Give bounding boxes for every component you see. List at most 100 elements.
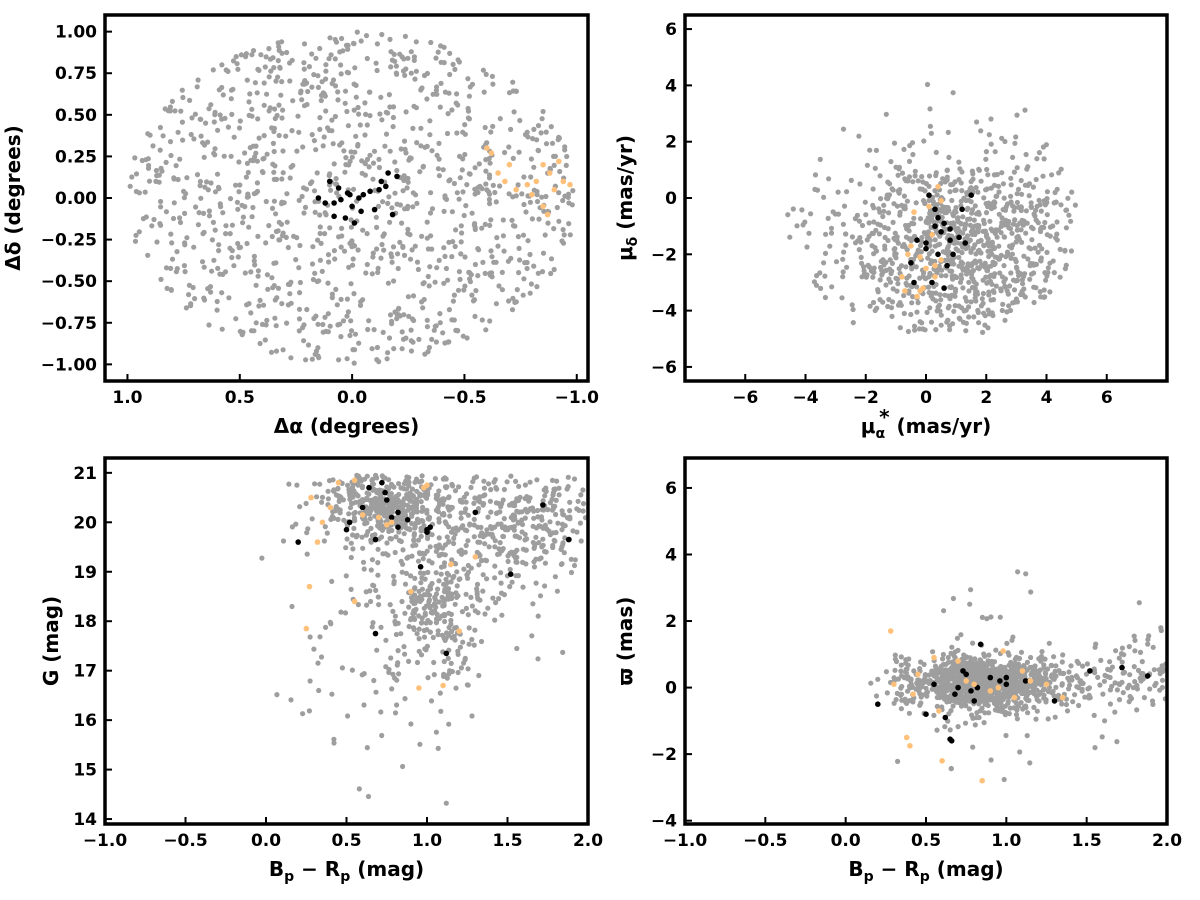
candidate-point bbox=[529, 191, 535, 198]
field-star-point bbox=[539, 269, 546, 275]
field-star-point bbox=[390, 244, 397, 250]
field-star-point bbox=[435, 745, 441, 752]
field-star-point bbox=[527, 479, 533, 485]
field-star-point bbox=[368, 537, 374, 543]
field-star-point bbox=[279, 50, 285, 56]
field-star-point bbox=[1114, 687, 1120, 693]
field-star-point bbox=[465, 682, 471, 688]
field-star-point bbox=[500, 546, 506, 552]
field-star-point bbox=[916, 688, 922, 694]
field-star-point bbox=[475, 273, 481, 279]
field-star-point bbox=[1107, 701, 1113, 707]
field-star-point bbox=[975, 248, 982, 254]
field-star-point bbox=[261, 155, 267, 161]
field-star-point bbox=[260, 302, 267, 308]
field-star-point bbox=[1098, 657, 1104, 664]
field-star-point bbox=[886, 192, 893, 198]
member-point bbox=[388, 514, 395, 521]
field-star-point bbox=[886, 276, 892, 282]
field-star-point bbox=[564, 153, 570, 160]
field-star-point bbox=[217, 201, 223, 207]
field-star-point bbox=[1018, 205, 1024, 211]
candidate-point bbox=[910, 691, 916, 697]
field-star-point bbox=[1028, 204, 1034, 210]
field-star-point bbox=[1012, 705, 1018, 711]
field-star-point bbox=[322, 231, 328, 237]
field-star-point bbox=[398, 631, 404, 637]
field-star-point bbox=[1014, 191, 1020, 197]
field-star-point bbox=[449, 557, 455, 563]
field-star-point bbox=[309, 516, 315, 522]
field-star-point bbox=[389, 321, 395, 327]
member-point bbox=[968, 688, 974, 694]
field-star-point bbox=[165, 108, 171, 114]
field-star-point bbox=[1038, 658, 1044, 664]
field-star-point bbox=[367, 516, 373, 522]
field-star-point bbox=[388, 491, 394, 497]
x-tick-label: 2.0 bbox=[1152, 831, 1182, 851]
field-star-point bbox=[964, 206, 970, 213]
field-star-point bbox=[276, 44, 282, 50]
field-star-point bbox=[236, 189, 242, 195]
field-star-point bbox=[998, 663, 1004, 670]
candidate-point bbox=[979, 777, 985, 784]
field-star-point bbox=[323, 76, 329, 82]
field-star-point bbox=[911, 215, 917, 221]
field-star-point bbox=[914, 309, 920, 315]
field-star-point bbox=[211, 119, 217, 125]
field-star-point bbox=[420, 164, 426, 170]
candidate-point bbox=[424, 482, 430, 489]
field-star-point bbox=[445, 495, 452, 501]
field-star-point bbox=[826, 176, 832, 182]
field-star-point bbox=[970, 276, 976, 282]
field-star-point bbox=[509, 307, 516, 313]
member-point bbox=[935, 214, 941, 221]
field-star-point bbox=[198, 133, 204, 139]
field-star-point bbox=[255, 116, 261, 122]
field-star-point bbox=[1037, 289, 1043, 295]
field-star-point bbox=[1013, 239, 1019, 245]
field-star-point bbox=[524, 265, 530, 272]
field-star-point bbox=[502, 149, 508, 156]
field-star-point bbox=[474, 591, 480, 598]
field-star-point bbox=[954, 635, 961, 641]
field-star-point bbox=[325, 488, 331, 494]
field-star-point bbox=[201, 142, 208, 148]
field-star-point bbox=[978, 658, 984, 664]
field-star-point bbox=[1134, 707, 1140, 713]
field-star-point bbox=[1014, 299, 1021, 305]
field-star-point bbox=[542, 232, 548, 238]
field-star-point bbox=[500, 233, 506, 239]
field-star-point bbox=[827, 243, 833, 249]
field-star-point bbox=[531, 515, 537, 521]
field-star-point bbox=[263, 198, 269, 205]
field-star-point bbox=[987, 218, 993, 224]
field-star-point bbox=[893, 275, 899, 281]
field-star-point bbox=[947, 189, 953, 195]
field-star-point bbox=[280, 107, 286, 113]
field-star-point bbox=[968, 587, 974, 593]
field-star-point bbox=[133, 171, 140, 177]
field-star-point bbox=[970, 260, 976, 266]
field-star-point bbox=[490, 595, 496, 601]
field-star-point bbox=[928, 130, 935, 136]
field-star-point bbox=[396, 529, 402, 535]
field-star-point bbox=[975, 239, 982, 245]
field-star-point bbox=[366, 318, 372, 324]
field-star-point bbox=[528, 281, 535, 287]
field-star-point bbox=[315, 321, 321, 327]
field-star-point bbox=[541, 208, 547, 214]
field-star-point bbox=[328, 52, 334, 58]
field-star-point bbox=[566, 515, 572, 522]
field-star-point bbox=[906, 158, 913, 164]
field-star-point bbox=[999, 170, 1005, 176]
field-star-point bbox=[478, 638, 485, 645]
field-star-point bbox=[469, 210, 475, 216]
field-star-point bbox=[918, 694, 924, 700]
field-star-point bbox=[271, 169, 277, 175]
field-star-point bbox=[535, 514, 541, 520]
field-star-point bbox=[271, 65, 277, 71]
field-star-point bbox=[296, 306, 303, 312]
field-star-point bbox=[1027, 276, 1033, 282]
field-star-point bbox=[435, 49, 441, 55]
